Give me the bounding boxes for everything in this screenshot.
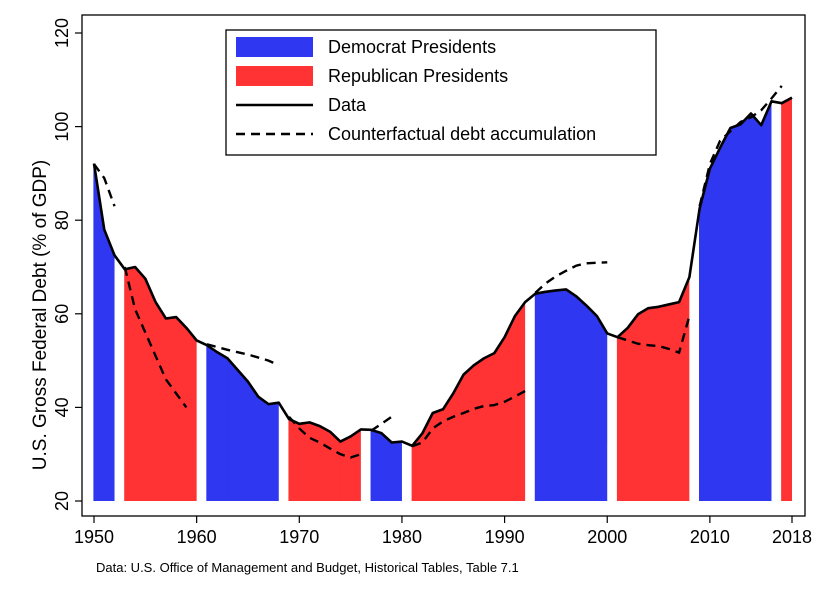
counterfactual-segment bbox=[370, 415, 393, 432]
legend-label: Republican Presidents bbox=[328, 66, 508, 86]
y-tick-label: 60 bbox=[52, 304, 72, 324]
period-area-republican-1969 bbox=[289, 419, 341, 501]
legend-swatch bbox=[236, 66, 313, 86]
counterfactual-segment bbox=[617, 315, 691, 355]
x-tick-label: 1990 bbox=[485, 527, 525, 547]
plot-area: 20 40 60 80 100 120 1950 1960 1970 1980 1990 2000 20… bbox=[52, 14, 812, 547]
period-area-democrat-1963 bbox=[227, 358, 279, 501]
period-area-republican-1974 bbox=[340, 429, 361, 501]
y-tick-label: 100 bbox=[52, 112, 72, 142]
y-tick-label: 40 bbox=[52, 397, 72, 417]
source-note: Data: U.S. Office of Management and Budg… bbox=[96, 560, 519, 575]
period-area-republican-1989 bbox=[494, 302, 526, 501]
counterfactual-segment bbox=[534, 261, 608, 294]
counterfactual-segment bbox=[123, 266, 188, 409]
period-area-republican-1953 bbox=[124, 267, 197, 501]
period-area-democrat-1993 bbox=[535, 289, 608, 501]
data-line bbox=[92, 96, 793, 448]
period-area-democrat-2009 bbox=[699, 101, 772, 501]
period-area-republican-2017 bbox=[781, 97, 792, 501]
legend: Democrat Presidents Republican Presidents… bbox=[225, 29, 657, 156]
y-tick-label: 20 bbox=[52, 491, 72, 511]
period-area-democrat-1950 bbox=[94, 163, 115, 501]
period-area-democrat-1961 bbox=[206, 345, 228, 501]
period-area-democrat-1977 bbox=[371, 429, 402, 501]
counterfactual-segment bbox=[206, 343, 280, 367]
counterfactual-segment bbox=[93, 163, 116, 207]
x-tick-label: 1970 bbox=[279, 527, 319, 547]
legend-swatch bbox=[236, 37, 313, 57]
x-tick-label: 1960 bbox=[177, 527, 217, 547]
y-axis-title: U.S. Gross Federal Debt (% of GDP) bbox=[30, 160, 51, 470]
legend-label: Data bbox=[328, 95, 367, 115]
y-tick-label: 80 bbox=[52, 210, 72, 230]
x-tick-label: 2010 bbox=[690, 527, 730, 547]
period-area-republican-2001 bbox=[617, 277, 690, 501]
legend-label: Democrat Presidents bbox=[328, 37, 496, 57]
period-area-republican-1981 bbox=[412, 353, 495, 501]
y-tick-label: 120 bbox=[52, 18, 72, 48]
counterfactual-segment bbox=[288, 415, 362, 459]
x-tick-label: 1950 bbox=[74, 527, 114, 547]
x-tick-label: 2018 bbox=[772, 527, 812, 547]
plot-frame bbox=[81, 14, 806, 517]
counterfactual-segment bbox=[411, 389, 526, 448]
x-tick-label: 2000 bbox=[587, 527, 627, 547]
x-tick-label: 1980 bbox=[382, 527, 422, 547]
counterfactual-segment bbox=[698, 85, 783, 207]
legend-label: Counterfactual debt accumulation bbox=[328, 124, 596, 144]
